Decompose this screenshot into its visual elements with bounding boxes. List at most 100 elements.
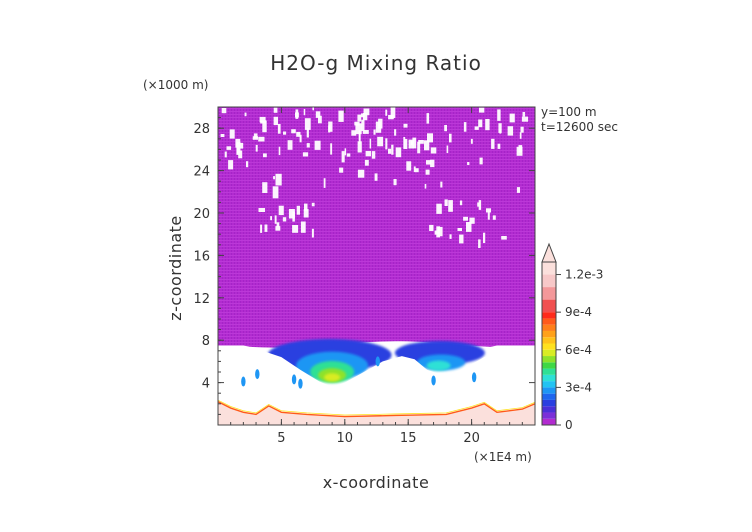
dry-patch	[486, 208, 491, 213]
dry-patch	[430, 147, 437, 154]
dry-patch	[425, 169, 430, 175]
dry-patch	[457, 228, 462, 231]
dry-patch	[478, 200, 482, 210]
dry-patch	[516, 187, 520, 193]
dry-patch	[314, 140, 321, 150]
annotation-y: y=100 m	[541, 105, 597, 119]
colorbar-swatch	[542, 274, 556, 288]
dry-patch	[299, 134, 302, 143]
dry-patch	[276, 222, 280, 227]
dry-patch	[466, 222, 472, 232]
dry-patch	[449, 234, 452, 239]
y-tick-label: 12	[193, 292, 210, 307]
dry-patch	[311, 228, 314, 238]
dry-patch	[522, 112, 526, 117]
dry-patch	[483, 232, 486, 243]
dry-patch	[520, 126, 524, 133]
dry-patch	[444, 125, 447, 132]
dry-patch	[258, 208, 265, 212]
surface-layer	[218, 401, 535, 425]
dry-patch	[357, 141, 362, 153]
surface-layer-edge-outer	[218, 399, 535, 416]
dry-patch	[446, 145, 449, 153]
colorbar-tick-label: 9e-4	[565, 305, 592, 319]
dry-patch	[394, 129, 397, 136]
dry-patch	[260, 224, 263, 233]
colorbar-swatch	[542, 262, 556, 275]
dry-patch	[357, 169, 365, 178]
y-tick-label: 24	[193, 165, 210, 180]
dry-patch	[404, 139, 408, 149]
colorbar-swatch	[542, 337, 556, 344]
dry-patch	[355, 123, 362, 135]
dry-patch	[306, 143, 310, 148]
colorbar-swatch	[542, 393, 556, 400]
dry-patch	[341, 151, 345, 163]
dry-patch	[292, 225, 299, 233]
dry-patch	[360, 113, 365, 118]
dry-patch	[470, 138, 473, 144]
dry-patch	[395, 147, 402, 158]
dry-patch	[521, 116, 529, 122]
colorbar-swatch	[542, 349, 556, 357]
dry-patch	[469, 217, 475, 224]
dry-patch	[330, 143, 333, 155]
dry-patch	[485, 119, 490, 131]
dry-patch	[220, 134, 225, 137]
dry-patch	[463, 122, 467, 132]
moist-speck	[375, 356, 380, 367]
dry-patch	[278, 205, 284, 216]
dry-patch	[388, 148, 392, 154]
dry-patch	[436, 203, 442, 214]
dry-patch	[361, 119, 365, 132]
dry-patch	[426, 160, 431, 165]
dry-patch	[270, 216, 272, 221]
x-tick-label: 10	[337, 431, 354, 446]
dry-patch	[385, 138, 388, 150]
dry-patch	[259, 116, 266, 123]
dry-patch	[444, 199, 448, 206]
colorbar-tick-label: 6e-4	[565, 343, 592, 357]
dry-patch	[440, 181, 443, 188]
dry-patch	[240, 142, 244, 149]
dry-patch	[351, 130, 357, 136]
colorbar-swatch	[542, 368, 556, 375]
dry-patch	[365, 151, 371, 157]
dry-patch	[236, 143, 240, 155]
moist-speck	[431, 375, 436, 386]
dry-patch	[291, 129, 296, 134]
dry-patch	[479, 107, 485, 113]
dry-patch	[302, 152, 309, 157]
dry-patch	[477, 202, 480, 207]
x-unit-label: (×1E4 m)	[474, 450, 532, 464]
dry-patch	[415, 168, 419, 173]
dry-patch	[463, 216, 468, 221]
y-axis-label: z-coordinate	[166, 215, 185, 321]
x-axis-label: x-coordinate	[323, 473, 430, 492]
dry-patch	[362, 113, 368, 121]
annotation-time: t=12600 sec	[541, 120, 618, 134]
dry-patch	[258, 136, 265, 142]
dry-patch	[339, 167, 344, 173]
dry-patch	[287, 140, 293, 150]
dry-patch	[312, 107, 314, 111]
dry-patch	[448, 200, 453, 212]
dry-patch	[277, 124, 281, 134]
dry-patch	[262, 120, 267, 133]
dry-patch	[377, 136, 384, 147]
dry-patch	[406, 161, 412, 171]
dry-patch	[501, 236, 507, 240]
dry-patch	[362, 130, 369, 134]
dry-patch	[429, 224, 434, 231]
colorbar-tick-label: 3e-4	[565, 380, 592, 394]
colorbar-swatch	[542, 330, 556, 338]
dry-patch	[274, 215, 277, 224]
x-tick-label: 20	[463, 431, 480, 446]
dry-patch	[364, 159, 369, 166]
dry-patch	[363, 108, 370, 116]
dry-patch	[273, 107, 278, 113]
dry-patch	[412, 137, 417, 149]
dry-patch	[238, 150, 243, 159]
dry-patch	[390, 107, 396, 118]
